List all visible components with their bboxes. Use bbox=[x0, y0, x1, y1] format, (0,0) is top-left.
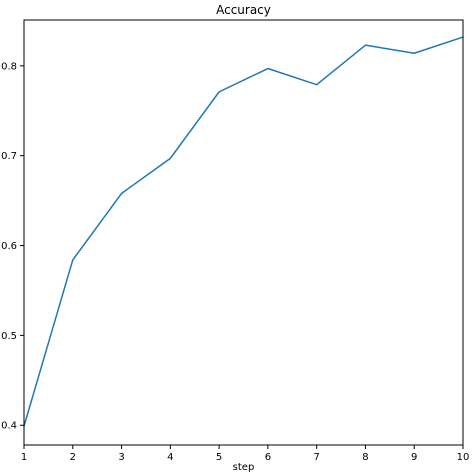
x-tick-label: 5 bbox=[216, 452, 222, 463]
y-tick-label: 0.4 bbox=[1, 421, 17, 432]
x-tick-label: 1 bbox=[21, 452, 27, 463]
y-tick-label: 0.7 bbox=[1, 151, 17, 162]
x-tick-label: 6 bbox=[265, 452, 271, 463]
x-axis-ticks: 1 2 3 4 5 6 7 8 9 10 bbox=[21, 445, 470, 463]
x-tick-label: 3 bbox=[118, 452, 124, 463]
series-layer bbox=[23, 36, 464, 427]
chart-title: Accuracy bbox=[216, 3, 271, 17]
y-tick-label: 0.8 bbox=[1, 61, 17, 72]
x-tick-label: 8 bbox=[362, 452, 368, 463]
x-axis-label: step bbox=[233, 462, 255, 473]
y-tick-label: 0.6 bbox=[1, 241, 17, 252]
x-tick-label: 7 bbox=[313, 452, 319, 463]
x-tick-label: 4 bbox=[167, 452, 173, 463]
y-axis-ticks: 0.4 0.5 0.6 0.7 0.8 bbox=[1, 61, 24, 432]
x-tick-label: 2 bbox=[70, 452, 76, 463]
x-tick-label: 9 bbox=[411, 452, 417, 463]
plot-frame bbox=[23, 19, 464, 446]
y-tick-label: 0.5 bbox=[1, 331, 17, 342]
series-line bbox=[23, 36, 464, 427]
x-tick-label: 10 bbox=[457, 452, 470, 463]
